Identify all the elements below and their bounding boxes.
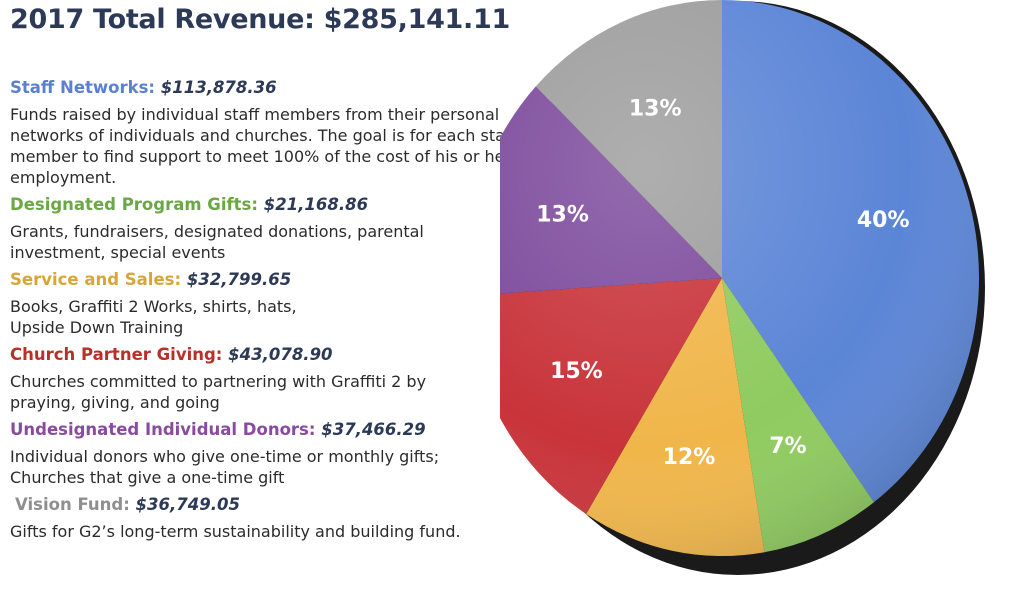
legend: Staff Networks: $113,878.36 Funds raised… (10, 78, 530, 549)
legend-amount: $37,466.29 (321, 420, 426, 439)
legend-heading: Staff Networks: $113,878.36 (10, 78, 530, 98)
pie-slice-label-4: 15% (550, 359, 603, 384)
pie-chart: 40% 7% 12% 15% 13% 13% (500, 0, 985, 575)
legend-item-designated-program-gifts: Designated Program Gifts: $21,168.86 Gra… (10, 195, 530, 263)
legend-description: Funds raised by individual staff members… (10, 105, 516, 187)
pie-labels: 40% 7% 12% 15% 13% 13% (536, 96, 909, 470)
chart-title: 2017 Total Revenue: $285,141.11 (10, 4, 510, 35)
pie-slice-label-6: 13% (629, 96, 682, 121)
legend-description: Books, Graffiti 2 Works, shirts, hats, U… (10, 297, 297, 337)
legend-amount: $36,749.05 (135, 495, 240, 514)
pie-slice-label-1: 40% (857, 208, 910, 233)
legend-item-church-partner-giving: Church Partner Giving: $43,078.90 Church… (10, 345, 530, 413)
legend-name: Vision Fund: (15, 495, 130, 514)
legend-heading: Designated Program Gifts: $21,168.86 (10, 195, 530, 215)
legend-description: Churches committed to partnering with Gr… (10, 372, 427, 412)
legend-item-staff-networks: Staff Networks: $113,878.36 Funds raised… (10, 78, 530, 188)
legend-name: Designated Program Gifts: (10, 195, 258, 214)
legend-description: Grants, fundraisers, designated donation… (10, 222, 424, 262)
legend-item-service-and-sales: Service and Sales: $32,799.65 Books, Gra… (10, 270, 530, 338)
legend-heading: Service and Sales: $32,799.65 (10, 270, 530, 290)
legend-amount: $21,168.86 (263, 195, 369, 214)
legend-amount: $113,878.36 (160, 78, 277, 97)
legend-name: Undesignated Individual Donors: (10, 420, 316, 439)
pie-slice-label-3: 12% (663, 445, 716, 470)
legend-item-vision-fund: Vision Fund: $36,749.05 Gifts for G2’s l… (10, 495, 530, 542)
pie-slice-label-5: 13% (536, 202, 589, 227)
legend-description: Individual donors who give one-time or m… (10, 447, 440, 487)
pie-slice-label-2: 7% (769, 434, 806, 459)
legend-name: Service and Sales: (10, 270, 182, 289)
legend-heading: Vision Fund: $36,749.05 (10, 495, 530, 515)
legend-amount: $32,799.65 (186, 270, 292, 289)
legend-name: Church Partner Giving: (10, 345, 223, 364)
legend-item-undesignated-individual-donors: Undesignated Individual Donors: $37,466.… (10, 420, 530, 488)
legend-heading: Church Partner Giving: $43,078.90 (10, 345, 530, 365)
legend-description: Gifts for G2’s long-term sustainability … (10, 522, 461, 541)
legend-amount: $43,078.90 (228, 345, 333, 364)
legend-name: Staff Networks: (10, 78, 156, 97)
legend-heading: Undesignated Individual Donors: $37,466.… (10, 420, 530, 440)
